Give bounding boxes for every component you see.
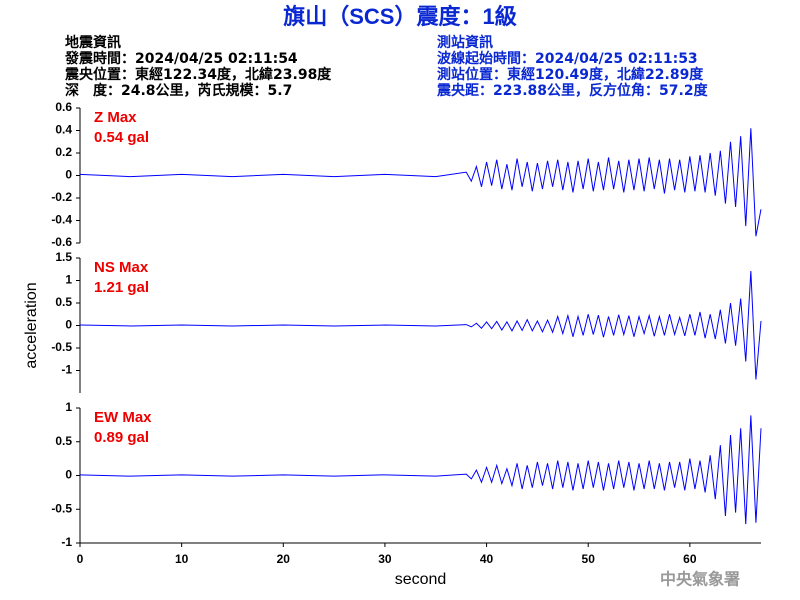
header-right: 測站資訊 xyxy=(437,34,493,51)
footer: 中央氣象署 xyxy=(660,570,740,589)
header-right: 震央距：223.88公里，反方位角：57.2度 xyxy=(436,82,709,99)
waveform xyxy=(79,271,762,380)
y-tick-label: 0.5 xyxy=(55,295,72,309)
x-tick-label: 60 xyxy=(683,552,697,566)
y-tick-label: 0.4 xyxy=(55,123,72,137)
y-tick-label: -1 xyxy=(61,363,72,377)
header-right: 測站位置：東經120.49度，北緯22.89度 xyxy=(437,66,704,83)
header-left: 地震資訊 xyxy=(65,34,121,51)
x-axis-label: second xyxy=(395,571,447,588)
x-tick-label: 0 xyxy=(77,552,84,566)
y-tick-label: 0.6 xyxy=(55,100,72,114)
y-axis-label: acceleration xyxy=(23,282,40,368)
y-tick-label: 0.2 xyxy=(55,145,72,159)
y-tick-label: 0.5 xyxy=(55,434,72,448)
chart-title: 旗山（SCS）震度：1級 xyxy=(283,4,516,29)
header-left: 深 度：24.8公里，芮氏規模：5.7 xyxy=(65,82,292,99)
header-right: 波線起始時間：2024/04/25 02:11:53 xyxy=(437,50,698,67)
y-tick-label: 0 xyxy=(65,168,72,182)
annotation: NS Max xyxy=(94,259,149,276)
header-left: 震央位置：東經122.34度，北緯23.98度 xyxy=(64,66,332,83)
x-tick-label: 30 xyxy=(378,552,392,566)
y-tick-label: 1 xyxy=(65,400,72,414)
x-tick-label: 40 xyxy=(480,552,494,566)
y-tick-label: 0 xyxy=(65,318,72,332)
y-tick-label: -0.6 xyxy=(51,235,72,249)
y-tick-label: -0.2 xyxy=(51,190,72,204)
y-tick-label: 0 xyxy=(65,468,72,482)
header-left: 發震時間：2024/04/25 02:11:54 xyxy=(64,50,298,67)
y-tick-label: -0.5 xyxy=(51,340,72,354)
annotation: 0.54 gal xyxy=(94,129,149,146)
y-tick-label: 1.5 xyxy=(55,250,72,264)
x-tick-label: 50 xyxy=(582,552,596,566)
x-tick-label: 20 xyxy=(277,552,291,566)
annotation: 1.21 gal xyxy=(94,279,149,296)
y-tick-label: 1 xyxy=(65,273,72,287)
y-tick-label: -1 xyxy=(61,535,72,549)
x-tick-label: 10 xyxy=(175,552,189,566)
annotation: Z Max xyxy=(94,109,137,126)
waveform xyxy=(79,128,762,237)
y-tick-label: -0.5 xyxy=(51,501,72,515)
annotation: EW Max xyxy=(94,409,152,426)
y-tick-label: -0.4 xyxy=(51,213,72,227)
annotation: 0.89 gal xyxy=(94,429,149,446)
waveform xyxy=(79,415,762,525)
